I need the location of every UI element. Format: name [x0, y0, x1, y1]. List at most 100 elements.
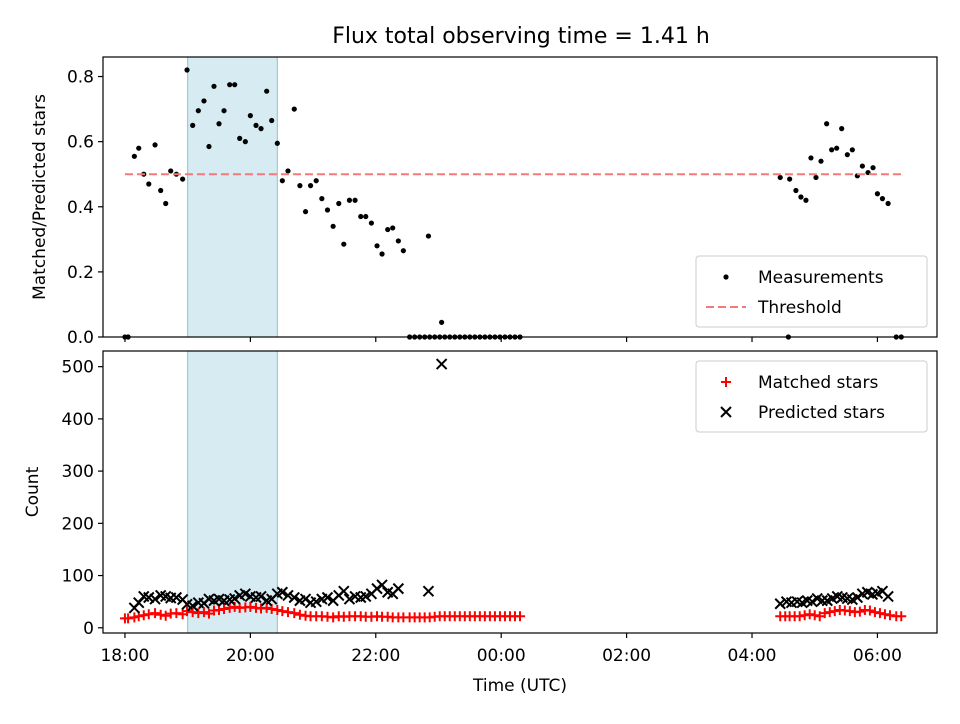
data-point	[425, 233, 432, 239]
data-point	[896, 611, 907, 622]
data-point	[211, 83, 217, 89]
data-point	[346, 197, 353, 203]
data-point	[274, 140, 280, 146]
data-point	[143, 609, 154, 620]
data-point	[170, 591, 183, 604]
data-point	[201, 98, 207, 104]
data-point	[824, 121, 830, 127]
legend: Measurements Threshold	[695, 255, 928, 328]
data-point	[809, 610, 820, 621]
data-point	[255, 590, 267, 603]
data-point	[392, 582, 405, 595]
legend-box	[695, 255, 928, 328]
x-tick-label: 20:00	[226, 646, 275, 666]
data-point	[180, 176, 186, 182]
data-point	[870, 165, 876, 171]
data-point	[302, 209, 309, 215]
data-point	[803, 197, 809, 203]
data-point	[808, 155, 814, 161]
data-point	[439, 319, 445, 325]
data-point	[282, 607, 293, 618]
legend-label: Matched stars	[758, 373, 878, 393]
data-point	[245, 601, 256, 612]
data-point	[228, 592, 241, 605]
data-point	[321, 591, 334, 604]
data-point	[363, 213, 369, 220]
data-point	[849, 147, 855, 153]
legend-marker	[720, 406, 732, 418]
data-point	[294, 609, 305, 620]
data-point	[343, 593, 356, 605]
data-point	[214, 605, 225, 616]
data-point	[310, 595, 322, 608]
legend-label: Measurements	[758, 268, 884, 288]
data-point	[198, 607, 209, 618]
data-point	[193, 608, 204, 619]
data-point	[152, 142, 158, 148]
data-point	[824, 607, 835, 618]
data-point	[190, 122, 196, 128]
data-point	[879, 196, 886, 202]
data-point	[227, 82, 233, 88]
data-point	[272, 605, 283, 616]
data-point	[882, 590, 894, 603]
data-point	[277, 606, 288, 617]
data-point	[874, 191, 881, 197]
figure-title: Flux total observing time = 1.41 h	[332, 24, 710, 49]
data-point	[149, 593, 161, 605]
top-panel: 0.0 0.2 0.4 0.6 0.8 Matched/Predicted stars Me…	[30, 56, 938, 348]
data-point	[160, 610, 171, 621]
x-axis-label: Time (UTC)	[472, 676, 567, 696]
data-point	[794, 611, 805, 622]
axes-frame	[102, 56, 938, 338]
data-point	[195, 108, 201, 114]
data-point	[253, 122, 259, 128]
data-point	[187, 607, 198, 618]
data-point	[515, 611, 525, 622]
data-point	[288, 591, 300, 604]
data-point	[435, 358, 448, 370]
y-tick-label: 300	[62, 462, 94, 482]
x-tick-label: 02:00	[602, 646, 651, 666]
y-tick-label: 0.2	[67, 263, 94, 283]
y-tick-label: 100	[62, 567, 94, 587]
data-point	[385, 226, 391, 233]
data-point	[829, 147, 835, 153]
data-point	[799, 610, 810, 621]
data-point	[374, 243, 380, 249]
y-tick-label: 500	[62, 358, 94, 378]
data-point	[324, 207, 331, 213]
data-point	[330, 223, 336, 229]
data-point	[136, 145, 142, 151]
data-point	[146, 181, 152, 187]
data-point	[266, 603, 277, 614]
data-point	[171, 608, 182, 619]
data-point	[138, 610, 149, 621]
data-point	[774, 598, 786, 610]
data-point	[182, 606, 193, 617]
data-point	[844, 152, 850, 158]
data-point	[163, 200, 169, 207]
data-point	[879, 609, 890, 620]
legend-label: Threshold	[757, 298, 842, 318]
data-point	[368, 220, 374, 226]
data-point	[313, 178, 319, 184]
y-tick-label: 400	[62, 410, 94, 430]
data-point	[129, 612, 140, 623]
data-point	[158, 187, 164, 194]
highlight-span	[187, 350, 278, 634]
x-tick-label: 04:00	[728, 646, 777, 666]
data-point	[216, 121, 222, 127]
data-point	[806, 595, 818, 608]
data-point	[203, 608, 214, 619]
y-tick-label: 0	[83, 619, 94, 639]
y-tick-label: 0.8	[67, 68, 94, 88]
data-point	[777, 174, 783, 181]
series-predicted-stars	[128, 358, 894, 614]
data-point	[150, 608, 161, 619]
data-point	[816, 594, 828, 607]
data-point	[352, 197, 358, 203]
data-point	[206, 143, 212, 150]
data-point	[360, 590, 372, 603]
